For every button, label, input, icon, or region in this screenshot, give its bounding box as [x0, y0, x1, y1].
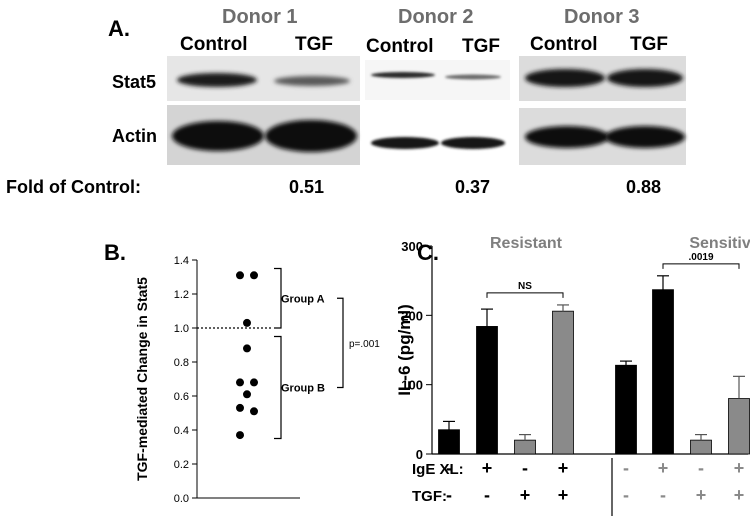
donor-2-actin-tgf-band [441, 137, 505, 149]
tgf-sign: - [660, 485, 666, 505]
data-point [236, 271, 244, 280]
y-tick-label: 0.8 [174, 357, 189, 369]
group-header-resistant: Resistant [490, 235, 563, 252]
fold-value-donor-1: 0.51 [289, 177, 325, 197]
comparison-label: NS [518, 281, 532, 292]
y-tick-label: 0.6 [174, 391, 189, 403]
group-bracket [274, 267, 282, 329]
tgf-sign: - [484, 485, 490, 505]
donor-1-stat5-tgf-band [274, 76, 350, 86]
panel-b-label: B. [104, 240, 126, 265]
y-tick-label: 0.0 [174, 493, 189, 505]
tgf-sign: - [623, 485, 629, 505]
y-tick-label: 100 [401, 378, 423, 393]
bar [690, 439, 712, 455]
y-tick-label: 0.2 [174, 459, 189, 471]
tgf-sign: + [734, 485, 745, 505]
bar [615, 364, 637, 455]
donor-1-actin-tgf-band [265, 120, 357, 152]
row-label-actin: Actin [112, 126, 157, 146]
ige-sign: - [522, 458, 528, 478]
bar [728, 398, 750, 455]
donor-2-actin-control-band [371, 137, 439, 149]
y-tick-label: 1.0 [174, 323, 189, 335]
data-point [236, 378, 244, 387]
ige-sign: - [446, 458, 452, 478]
y-tick-label: 0 [416, 447, 423, 462]
tgf-sign: + [558, 485, 569, 505]
fold-value-donor-3: 0.88 [626, 177, 662, 197]
y-tick-label: 0.4 [174, 425, 189, 437]
ige-sign: - [698, 458, 704, 478]
donor-2-stat5-control-band [371, 72, 435, 78]
ige-sign: - [623, 458, 629, 478]
donor-1-actin-control-band [172, 121, 264, 151]
bar [514, 439, 536, 455]
donor-2-stat5-blot [365, 60, 510, 100]
pvalue-bracket [337, 297, 344, 389]
comparison-bracket [486, 292, 564, 298]
ige-sign: + [558, 458, 569, 478]
data-point [250, 378, 258, 387]
bar [552, 310, 574, 455]
donor-3-control-label: Control [530, 34, 598, 55]
data-point [250, 271, 258, 280]
panel-c-label: C. [417, 240, 439, 265]
row-label-tgf: TGF: [412, 488, 447, 505]
group-header-sensitive: Sensitive [689, 235, 750, 252]
donor-3-actin-tgf-band [605, 126, 685, 148]
donor-1-label: Donor 1 [222, 6, 298, 28]
donor-3-tgf-label: TGF [630, 34, 668, 55]
y-tick-label: 300 [401, 239, 423, 254]
y-tick-label: 1.2 [174, 289, 189, 301]
tgf-sign: - [446, 485, 452, 505]
bar [438, 429, 460, 455]
data-point [236, 403, 244, 412]
data-point [236, 431, 244, 440]
y-axis-title: TGF-mediated Change in Stat5 [134, 277, 150, 481]
row-label-ige: IgE XL: [412, 461, 464, 478]
data-point [243, 390, 251, 399]
donor-2-tgf-label: TGF [462, 36, 500, 57]
data-point [243, 318, 251, 327]
y-axis-title: IL-6 (pg/ml) [395, 304, 414, 396]
ige-sign: + [734, 458, 745, 478]
donor-1-stat5-control-band [177, 73, 257, 87]
tgf-sign: + [520, 485, 531, 505]
donor-3-actin-control-band [525, 126, 609, 148]
donor-3-stat5-control-band [525, 69, 605, 87]
panel-c-bar-chart: 0 100 200 300 IL-6 (pg/ml) Resistant Sensitive… [395, 235, 750, 516]
panel-b-scatter-chart: 0.0 0.2 0.4 0.6 0.8 1.0 1.2 1.4 TGF-mediated Cha… [134, 255, 380, 505]
data-point [243, 344, 251, 353]
ige-sign: + [482, 458, 493, 478]
donor-2-control-label: Control [366, 36, 434, 57]
tgf-sign: + [696, 485, 707, 505]
western-blot-images [167, 56, 686, 165]
donor-1-tgf-label: TGF [295, 34, 333, 55]
donor-1-control-label: Control [180, 34, 248, 55]
data-point [250, 407, 258, 416]
row-label-stat5: Stat5 [112, 72, 157, 92]
fold-of-control-label: Fold of Control: [6, 177, 141, 197]
bar [652, 289, 674, 455]
ige-sign: + [658, 458, 669, 478]
donor-3-stat5-tgf-band [607, 69, 683, 87]
donor-3-label: Donor 3 [564, 6, 640, 28]
y-tick-label: 1.4 [174, 255, 189, 267]
bar [476, 326, 498, 455]
group-bracket [274, 335, 282, 440]
panel-a-label: A. [108, 16, 130, 41]
comparison-label: .0019 [688, 252, 713, 263]
group-label: Group B [281, 383, 325, 395]
pvalue-label: p=.0016 [349, 339, 380, 350]
fold-value-donor-2: 0.37 [455, 177, 491, 197]
y-tick-label: 200 [401, 308, 423, 323]
donor-2-label: Donor 2 [398, 6, 474, 28]
donor-2-stat5-tgf-band [445, 74, 501, 80]
group-label: Group A [281, 293, 325, 305]
comparison-bracket [662, 263, 740, 269]
